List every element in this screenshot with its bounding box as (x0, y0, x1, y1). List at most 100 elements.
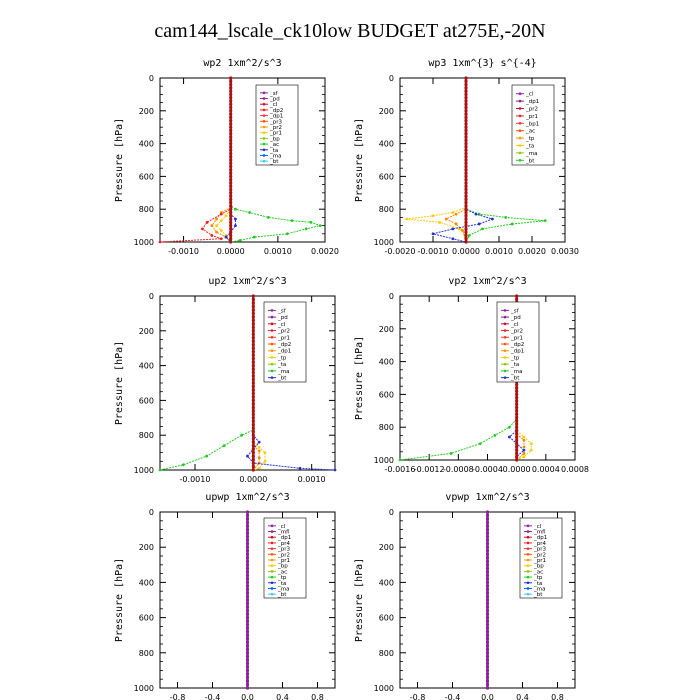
zero-profile-point (485, 528, 490, 532)
series-point (438, 220, 441, 224)
zero-profile-point (485, 531, 490, 535)
legend-entry: _ma (533, 586, 545, 592)
zero-profile-point (245, 651, 250, 655)
series-point (522, 435, 526, 439)
zero-profile-point (245, 637, 250, 641)
zero-profile-point (251, 364, 255, 368)
y-tick-label: 600 (139, 172, 154, 181)
zero-profile-point (464, 210, 468, 215)
x-tick-label: 0.0 (241, 693, 254, 700)
zero-profile-point (229, 201, 233, 205)
legend-marker (270, 592, 274, 596)
zero-profile-point (485, 594, 490, 599)
zero-profile-point (229, 197, 233, 201)
legend-marker (270, 335, 274, 339)
legend-marker (526, 564, 530, 567)
zero-profile-point (464, 89, 468, 93)
zero-profile-point (464, 224, 468, 228)
series-point (234, 224, 237, 228)
legend-marker (526, 553, 530, 556)
zero-profile-point (229, 178, 233, 182)
legend-marker (518, 129, 522, 132)
x-tick-label: 0.0010 (298, 475, 326, 484)
zero-profile-point (485, 608, 490, 613)
zero-profile-point (229, 210, 233, 215)
zero-profile-point (251, 426, 255, 430)
zero-profile-point (245, 591, 250, 595)
zero-profile-point (251, 384, 255, 389)
zero-profile-point (485, 559, 490, 563)
zero-profile-point (245, 510, 250, 514)
zero-profile-point (485, 626, 490, 630)
zero-profile-point (229, 194, 233, 198)
legend-entry: _bp (269, 136, 280, 142)
zero-profile-point (229, 233, 233, 238)
y-tick-label: 200 (139, 543, 154, 552)
zero-profile-point (485, 630, 490, 634)
zero-profile-point (464, 138, 468, 142)
zero-profile-point (251, 461, 255, 465)
legend-marker (518, 151, 522, 155)
zero-profile-point (485, 577, 490, 581)
series-point (252, 235, 256, 239)
series-point (444, 217, 448, 221)
zero-profile-point (464, 197, 468, 201)
zero-profile-point (485, 510, 490, 514)
zero-profile-point (464, 142, 468, 146)
zero-profile-point (464, 214, 468, 218)
zero-profile-point (229, 96, 233, 100)
panel-title: upwp 1xm^2/s^3 (205, 492, 289, 503)
zero-profile-point (464, 102, 468, 106)
plot-frame (159, 77, 326, 243)
zero-profile-point (464, 128, 468, 133)
legend-entry: _ta (269, 148, 278, 154)
zero-profile-point (515, 448, 519, 452)
zero-profile-point (245, 679, 250, 683)
zero-profile-point (245, 640, 250, 644)
legend-entry: _mfl (277, 530, 290, 536)
zero-profile-point (229, 151, 233, 156)
zero-profile-point (229, 82, 233, 87)
zero-profile-point (251, 464, 255, 469)
series-point (263, 451, 267, 454)
zero-profile-point (464, 122, 468, 126)
zero-profile-point (251, 360, 255, 364)
zero-profile-point (245, 573, 250, 577)
zero-profile-point (485, 665, 490, 669)
zero-profile-point (485, 682, 490, 687)
legend-entry: _pd (277, 315, 288, 321)
zero-profile-point (485, 679, 490, 683)
legend-marker (262, 142, 266, 146)
legend-entry: _cl (525, 92, 534, 98)
legend-entry: _bt (525, 158, 535, 164)
zero-profile-point (464, 112, 468, 116)
legend-marker (270, 342, 274, 346)
zero-profile-point (229, 237, 233, 241)
x-tick-label: 0.4 (516, 693, 529, 700)
series-point (451, 211, 455, 214)
y-tick-label: 1000 (134, 466, 154, 475)
chart-panel-3: up2 1xm^2/s^3 0 200 400 600 800 1000 -0.0010 0.0… (114, 276, 337, 484)
legend-entry: _sf (277, 308, 287, 314)
legend-marker (262, 131, 266, 134)
zero-profile-point (251, 416, 255, 420)
zero-profile-point (515, 399, 519, 403)
zero-profile-point (464, 79, 468, 83)
legend-marker (526, 570, 530, 573)
zero-profile-point (251, 367, 255, 371)
y-tick-label: 600 (139, 614, 154, 623)
x-tick-label: -0.0020 (385, 247, 416, 256)
zero-profile-point (229, 174, 233, 178)
legend-marker (503, 329, 507, 332)
legend-marker (518, 159, 522, 162)
zero-profile-point (229, 224, 233, 228)
series-point (224, 235, 228, 239)
zero-profile-point (515, 382, 519, 387)
panel-title: vp2 1xm^2/s^3 (448, 276, 526, 287)
zero-profile-point (515, 455, 519, 459)
zero-profile-point (485, 542, 490, 546)
legend-marker (526, 581, 530, 585)
y-axis-label: Pressure [hPa] (114, 341, 125, 425)
zero-profile-point (229, 171, 233, 175)
zero-profile-point (245, 528, 250, 532)
